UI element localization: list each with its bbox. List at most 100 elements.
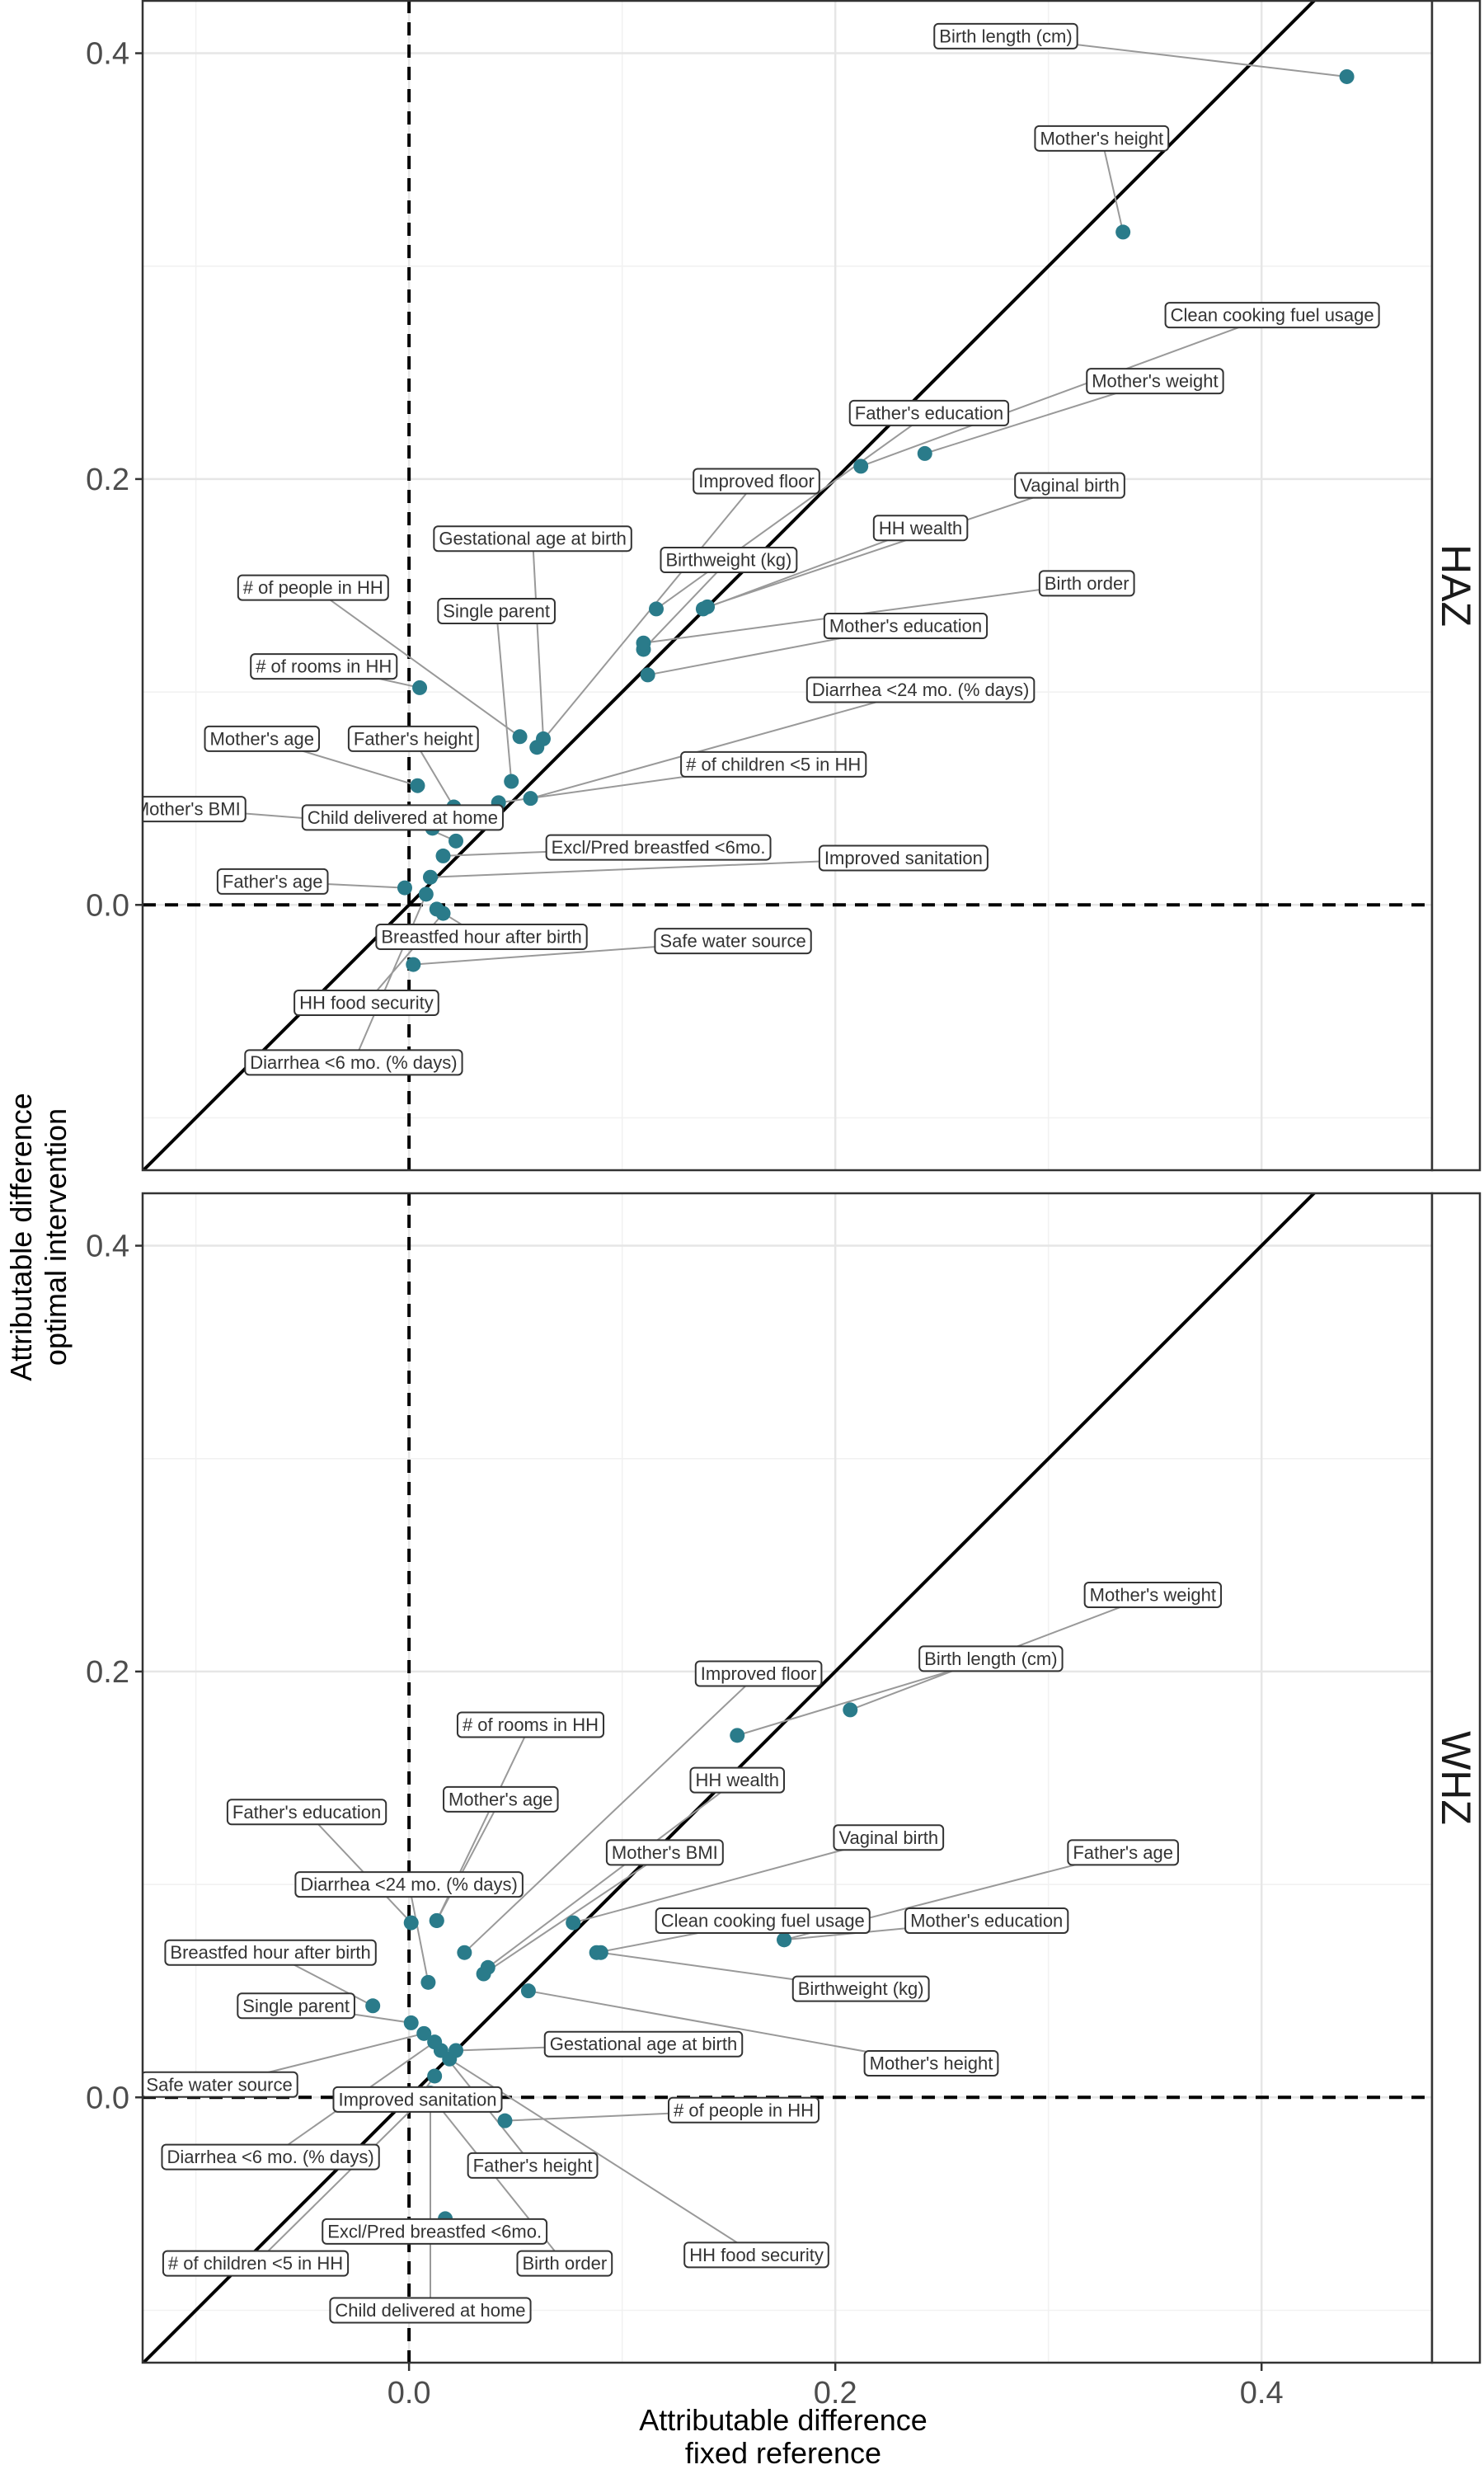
- label-box: [605, 1839, 724, 1866]
- label-box: [204, 725, 321, 752]
- point-label: Father's age: [216, 868, 329, 895]
- leader-line: [255, 2096, 425, 2265]
- label-box: [818, 844, 989, 872]
- label-box: [823, 613, 989, 640]
- label-text: Single parent: [443, 600, 550, 621]
- point-label: HH wealth: [872, 515, 969, 542]
- data-point: [422, 869, 438, 885]
- point-label: HH wealth: [689, 1766, 785, 1794]
- leader-line: [435, 1799, 502, 1921]
- label-box: [904, 1907, 1069, 1934]
- label-box: [689, 1766, 785, 1794]
- label-box: [516, 2250, 613, 2277]
- point-label: Excl/Pred breastfed <6mo.: [322, 2218, 548, 2245]
- leader-line: [707, 484, 1070, 608]
- label-text: Child delivered at home: [308, 807, 498, 828]
- point-label: Child delivered at home: [301, 804, 504, 831]
- data-point: [427, 2068, 443, 2084]
- data-point: [435, 848, 451, 863]
- point-label: Improved floor: [693, 468, 820, 495]
- data-point: [403, 2015, 419, 2030]
- label-text: Mother's age: [448, 1789, 553, 1809]
- point-label: Clean cooking fuel usage: [655, 1907, 871, 1934]
- point-label: # of children <5 in HH: [680, 750, 867, 778]
- point-label: Gestational age at birth: [433, 525, 632, 553]
- data-point: [512, 729, 528, 745]
- data-point: [476, 1966, 491, 1982]
- label-box: [294, 990, 439, 1017]
- x-tick-label: 0.4: [1240, 2376, 1284, 2411]
- point-label: # of people in HH: [237, 574, 389, 601]
- data-point: [523, 791, 538, 807]
- leader-line: [495, 610, 513, 782]
- leader-line: [572, 1837, 890, 1924]
- data-point: [536, 731, 552, 746]
- data-point: [406, 957, 421, 972]
- facet-strip-label: HAZ: [1433, 544, 1479, 627]
- point-label: Mother's height: [863, 2049, 999, 2077]
- label-text: # of children <5 in HH: [686, 754, 861, 774]
- label-text: Safe water source: [660, 931, 805, 952]
- data-point: [730, 1728, 745, 1743]
- label-box: [543, 2030, 744, 2058]
- leader-line: [306, 1811, 412, 1924]
- data-point: [442, 2051, 458, 2067]
- y-tick-label: 0.2: [86, 463, 129, 497]
- point-label: Vaginal birth: [833, 1824, 945, 1851]
- point-label: Father's education: [226, 1799, 387, 1826]
- label-text: Diarrhea <6 mo. (% days): [250, 1052, 457, 1073]
- label-box: [301, 804, 504, 831]
- label-text: Birth length (cm): [924, 1649, 1057, 1669]
- label-text: Improved floor: [701, 1663, 817, 1684]
- data-point: [416, 2025, 432, 2041]
- point-label: Mother's BMI: [143, 796, 247, 823]
- label-box: [244, 1049, 463, 1076]
- y-tick-label: 0.4: [86, 1230, 129, 1264]
- data-point: [1339, 68, 1355, 84]
- y-tick-label: 0.4: [86, 37, 129, 72]
- label-box: [1164, 302, 1380, 329]
- point-label: Mother's BMI: [605, 1839, 724, 1866]
- label-text: Mother's education: [829, 616, 982, 637]
- point-label: Father's height: [347, 725, 479, 752]
- leader-line: [530, 689, 921, 800]
- panel-body: Mother's weight Birth length (cm) Improved…: [143, 1192, 1432, 2363]
- data-point: [418, 887, 434, 902]
- point-label: Birth order: [516, 2250, 613, 2277]
- label-text: # of rooms in HH: [463, 1714, 599, 1735]
- label-box: [226, 1799, 387, 1826]
- label-text: HH wealth: [696, 1770, 779, 1790]
- label-text: Vaginal birth: [1020, 475, 1120, 496]
- point-label: Single parent: [437, 597, 556, 624]
- identity-line: [143, 0, 1317, 1171]
- label-text: Birth order: [1045, 573, 1129, 594]
- label-box: [1034, 125, 1170, 152]
- label-text: Mother's height: [1040, 128, 1163, 148]
- label-box: [143, 796, 247, 823]
- label-box: [683, 2241, 829, 2269]
- label-box: [443, 1785, 559, 1813]
- label-box: [162, 2250, 350, 2277]
- label-text: Mother's BMI: [612, 1842, 718, 1863]
- label-box: [1086, 368, 1224, 395]
- data-point: [365, 1998, 381, 2014]
- label-box: [668, 2096, 820, 2124]
- label-box: [693, 468, 820, 495]
- point-label: # of people in HH: [668, 2096, 820, 2124]
- label-text: Birth order: [522, 2253, 607, 2274]
- label-box: [216, 868, 329, 895]
- label-text: Mother's education: [910, 1910, 1063, 1931]
- data-point: [853, 459, 869, 474]
- data-point: [420, 1974, 436, 1990]
- point-label: HH food security: [294, 990, 439, 1017]
- label-box: [805, 676, 1036, 703]
- point-label: Clean cooking fuel usage: [1164, 302, 1380, 329]
- leader-line: [655, 412, 930, 610]
- data-point: [497, 2113, 513, 2128]
- point-label: Diarrhea <6 mo. (% days): [161, 2143, 380, 2171]
- leader-line: [702, 527, 921, 610]
- label-text: Diarrhea <6 mo. (% days): [167, 2147, 373, 2167]
- label-box: [833, 1824, 945, 1851]
- label-text: Diarrhea <24 mo. (% days): [812, 680, 1030, 700]
